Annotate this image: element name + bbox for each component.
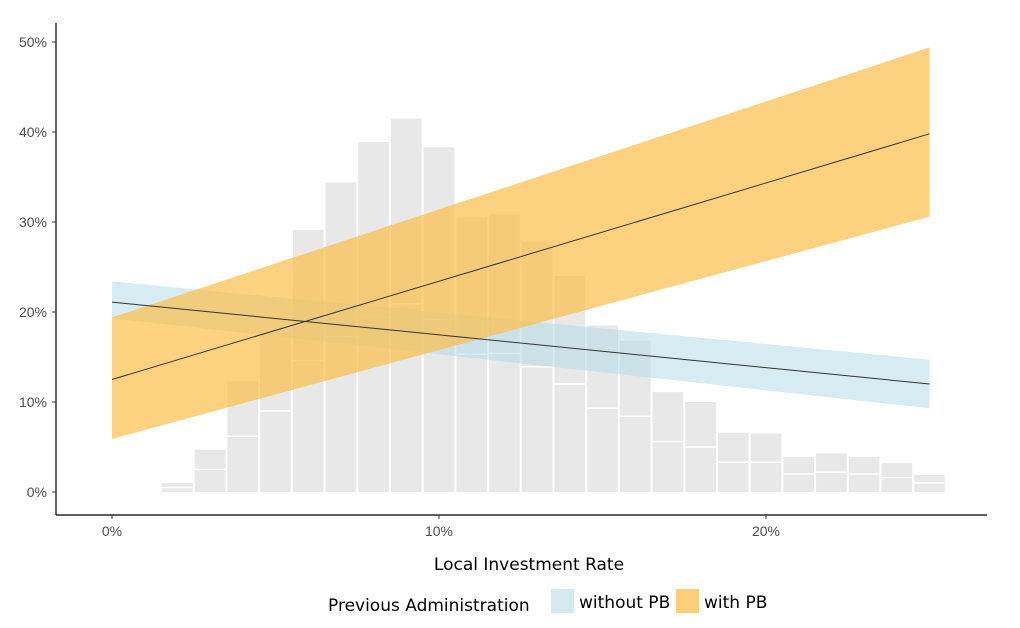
y-axis-ticks: 0% 10% 20% 30% 40% 50%: [19, 34, 56, 500]
x-tick-label: 0%: [102, 523, 122, 539]
ribbon-with-pb: [112, 47, 930, 439]
legend-label: without PB: [579, 593, 670, 613]
x-tick-label: 20%: [752, 523, 780, 539]
y-tick-label: 50%: [19, 34, 47, 50]
legend-key: [551, 589, 574, 613]
y-tick-label: 40%: [19, 124, 47, 140]
histogram-bar: [194, 449, 226, 492]
ribbon-layer: [112, 47, 930, 439]
y-tick-label: 20%: [19, 304, 47, 320]
fit-line-without-pb: [111, 301, 930, 385]
fit-line-layer: [111, 133, 930, 385]
x-axis-ticks: 0% 10% 20%: [102, 515, 780, 539]
legend-title: Previous Administration: [328, 596, 530, 616]
legend-key: [676, 589, 699, 613]
legend-items: without PB with PB: [551, 589, 767, 613]
y-tick-label: 30%: [19, 214, 47, 230]
y-tick-label: 0%: [27, 484, 47, 500]
y-tick-label: 10%: [19, 394, 47, 410]
fit-line-with-pb: [111, 133, 930, 380]
x-tick-label: 10%: [425, 523, 453, 539]
axes: [55, 23, 987, 516]
x-axis-title: Local Investment Rate: [434, 555, 624, 575]
legend: Previous Administration without PB with P…: [328, 589, 767, 616]
legend-label: with PB: [704, 593, 767, 613]
